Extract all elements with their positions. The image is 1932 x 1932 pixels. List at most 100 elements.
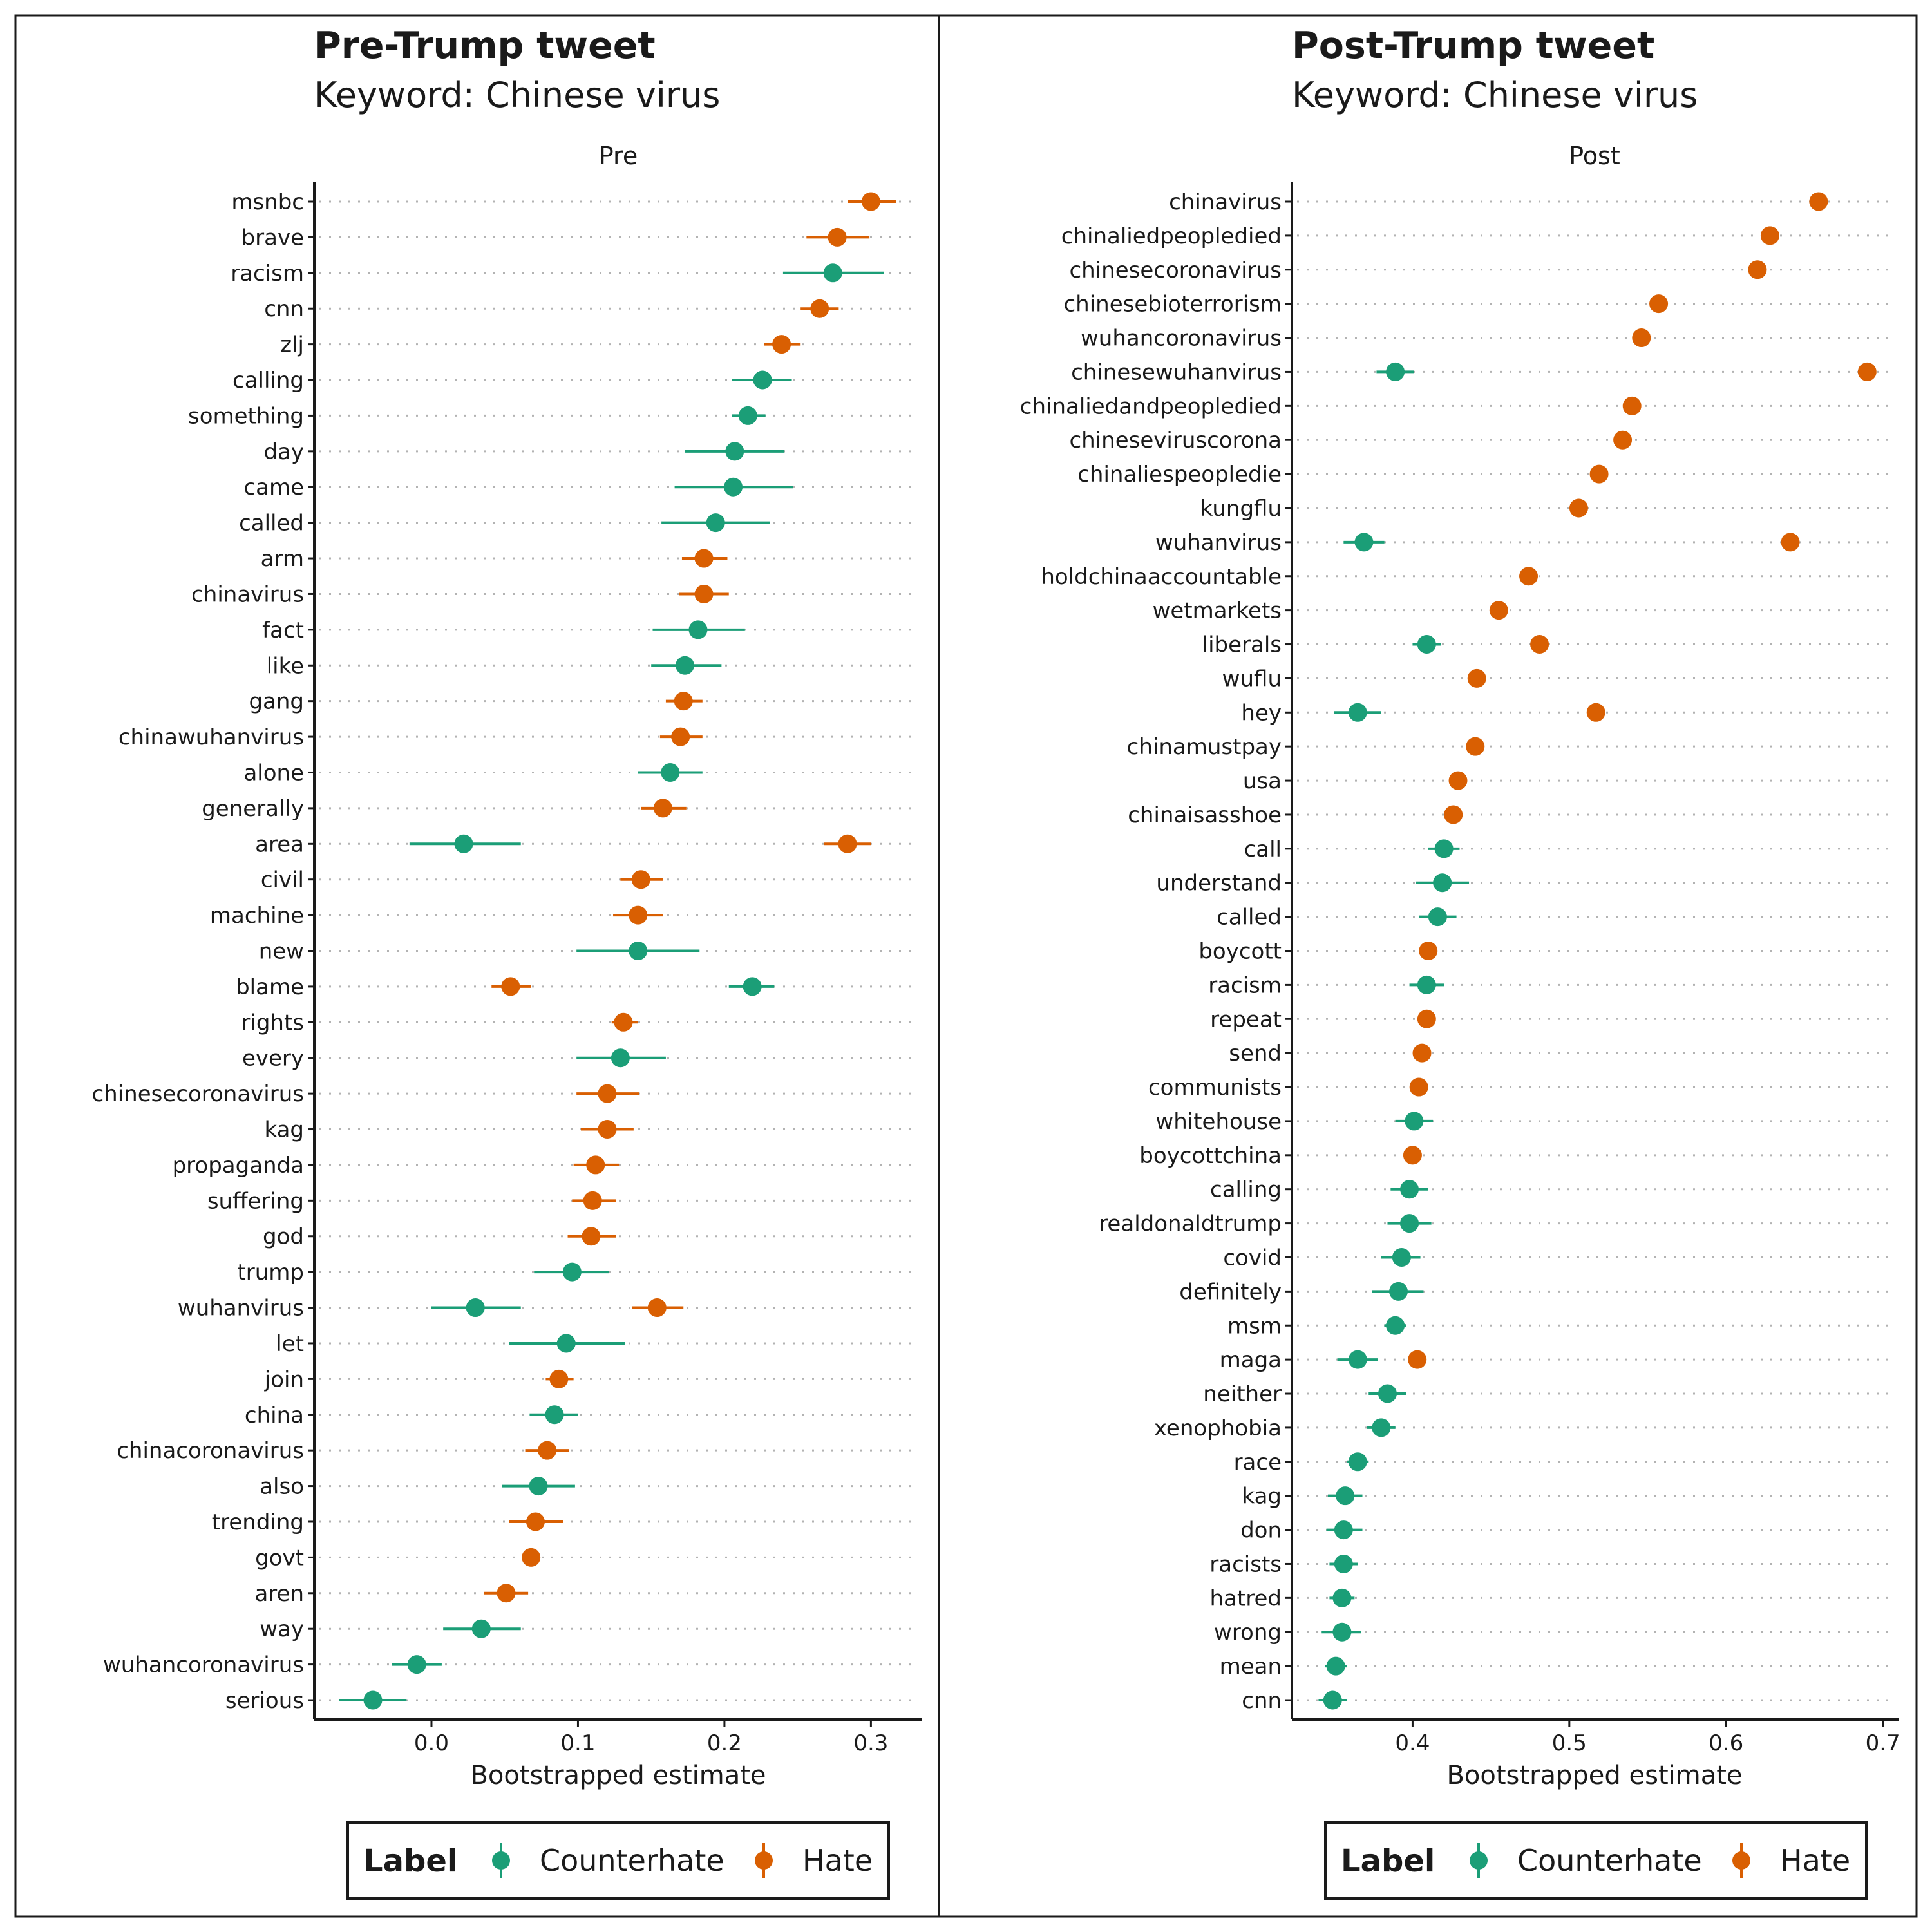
legend-pre: Label Counterhate Hate xyxy=(346,1821,890,1900)
y-tick-label-pre: day xyxy=(263,439,304,465)
y-tick-label-pre: like xyxy=(267,653,304,679)
point-hate-kungflu xyxy=(1569,498,1588,518)
x-tick-label-post: 0.4 xyxy=(1395,1730,1430,1756)
y-tick-label-post: chinaliedpeopledied xyxy=(1061,223,1282,249)
y-tick-label-pre: way xyxy=(260,1616,304,1642)
y-tick-label-pre: arm xyxy=(261,546,304,572)
point-counterhate-racism xyxy=(823,263,842,283)
point-counterhate-hey xyxy=(1348,703,1367,722)
y-tick-label-pre: gang xyxy=(249,689,304,715)
legend-label-hate-post: Hate xyxy=(1780,1843,1850,1878)
y-tick-label-post: chinesewuhanvirus xyxy=(1071,359,1282,385)
y-tick-label-post: send xyxy=(1229,1041,1282,1066)
legend-box-post xyxy=(1324,1821,1868,1900)
legend-label-counterhate-pre: Counterhate xyxy=(540,1843,724,1878)
y-tick-label-post: liberals xyxy=(1202,632,1282,658)
y-tick-label-post: cnn xyxy=(1242,1688,1282,1714)
point-hate-suffering xyxy=(583,1191,602,1210)
point-hate-propaganda xyxy=(586,1155,605,1175)
x-axis-label-pre: Bootstrapped estimate xyxy=(470,1761,766,1790)
y-tick-label-post: chinaisasshoe xyxy=(1128,802,1282,828)
y-tick-label-post: hey xyxy=(1241,700,1282,726)
point-counterhate-fact xyxy=(688,620,708,639)
y-tick-label-post: called xyxy=(1217,905,1282,931)
point-hate-blame xyxy=(501,977,520,996)
y-tick-label-post: neither xyxy=(1203,1381,1282,1407)
point-counterhate-xenophobia xyxy=(1372,1418,1391,1437)
point-counterhate-new xyxy=(629,942,648,960)
point-counterhate-came xyxy=(724,477,743,497)
point-counterhate-covid xyxy=(1392,1247,1411,1267)
point-hate-chinaisasshoe xyxy=(1444,805,1463,824)
panel-subtitle-pre: Keyword: Chinese virus xyxy=(314,75,720,115)
y-tick-label-post: repeat xyxy=(1210,1007,1282,1032)
point-counterhate-blame xyxy=(743,977,762,996)
y-tick-label-pre: wuhanvirus xyxy=(178,1296,304,1321)
y-tick-label-post: wrong xyxy=(1214,1620,1282,1645)
point-counterhate-realdonaldtrump xyxy=(1400,1214,1419,1233)
point-counterhate-wuhanvirus xyxy=(466,1298,485,1318)
panel-title-pre: Pre-Trump tweet xyxy=(314,24,656,67)
y-tick-label-post: chinamustpay xyxy=(1127,734,1282,760)
point-counterhate-racism xyxy=(1417,975,1436,994)
point-hate-join xyxy=(549,1369,569,1388)
y-tick-label-pre: new xyxy=(259,939,304,965)
y-tick-label-post: wuhancoronavirus xyxy=(1081,326,1282,352)
point-counterhate-day xyxy=(725,442,744,461)
point-counterhate-mean xyxy=(1326,1656,1345,1676)
y-tick-label-pre: let xyxy=(276,1331,304,1357)
point-hate-chinamustpay xyxy=(1466,737,1485,756)
y-tick-label-pre: join xyxy=(264,1367,304,1392)
y-tick-label-post: kungflu xyxy=(1200,496,1282,522)
y-tick-label-pre: area xyxy=(255,831,304,857)
point-hate-chinavirus xyxy=(1809,192,1828,211)
y-tick-label-post: wuflu xyxy=(1222,666,1282,692)
point-counterhate-call xyxy=(1434,839,1454,858)
point-hate-chinesecoronavirus xyxy=(598,1084,617,1103)
legend-key-hate-pre xyxy=(755,1843,773,1878)
y-tick-label-pre: called xyxy=(239,511,304,536)
y-tick-label-post: covid xyxy=(1223,1245,1282,1271)
y-tick-label-pre: generally xyxy=(202,796,304,822)
y-tick-label-pre: god xyxy=(263,1224,304,1250)
point-hate-maga xyxy=(1408,1350,1427,1369)
point-hate-chinesebioterrorism xyxy=(1649,294,1669,314)
point-hate-usa xyxy=(1448,771,1468,790)
point-hate-brave xyxy=(828,227,847,247)
point-hate-cnn xyxy=(810,299,829,318)
point-hate-boycott xyxy=(1419,942,1438,960)
y-tick-label-post: boycott xyxy=(1198,939,1282,965)
y-tick-label-post: wuhanvirus xyxy=(1155,530,1282,556)
x-tick-label-post: 0.5 xyxy=(1552,1730,1587,1756)
point-hate-civil xyxy=(631,870,650,889)
x-tick-label-pre: 0.0 xyxy=(414,1730,449,1756)
point-counterhate-maga xyxy=(1348,1350,1367,1369)
y-tick-label-pre: something xyxy=(188,403,304,429)
y-tick-label-pre: fact xyxy=(262,618,304,643)
point-counterhate-calling xyxy=(1400,1180,1419,1199)
y-tick-label-pre: kag xyxy=(264,1117,304,1143)
y-tick-label-post: race xyxy=(1234,1450,1282,1475)
y-tick-label-pre: alone xyxy=(243,760,304,786)
point-counterhate-hatred xyxy=(1332,1588,1352,1607)
legend-key-hate-post xyxy=(1732,1843,1750,1878)
panel-subtitle-post: Keyword: Chinese virus xyxy=(1292,75,1698,115)
point-counterhate-like xyxy=(675,656,694,675)
y-tick-label-pre: aren xyxy=(254,1581,304,1607)
y-tick-label-pre: machine xyxy=(210,903,304,929)
y-tick-label-post: chinesebioterrorism xyxy=(1063,292,1282,317)
point-counterhate-calling xyxy=(753,370,772,390)
y-tick-label-pre: govt xyxy=(255,1545,304,1571)
panel-pre: Pre-Trump tweet Keyword: Chinese virus P… xyxy=(14,14,940,1918)
y-tick-label-post: usa xyxy=(1243,768,1282,794)
y-tick-label-post: racists xyxy=(1209,1551,1282,1577)
plot-area-pre: msnbc brave racism cnn zlj calling something da… xyxy=(91,182,922,1756)
x-tick-label-pre: 0.2 xyxy=(707,1730,742,1756)
point-hate-communists xyxy=(1409,1077,1428,1097)
point-hate-rights xyxy=(614,1012,633,1032)
y-tick-label-pre: propaganda xyxy=(173,1153,304,1179)
panel-frame-post xyxy=(938,14,1918,1918)
panel-post: Post-Trump tweet Keyword: Chinese virus … xyxy=(938,14,1918,1918)
x-axis-label-post: Bootstrapped estimate xyxy=(1446,1761,1742,1790)
